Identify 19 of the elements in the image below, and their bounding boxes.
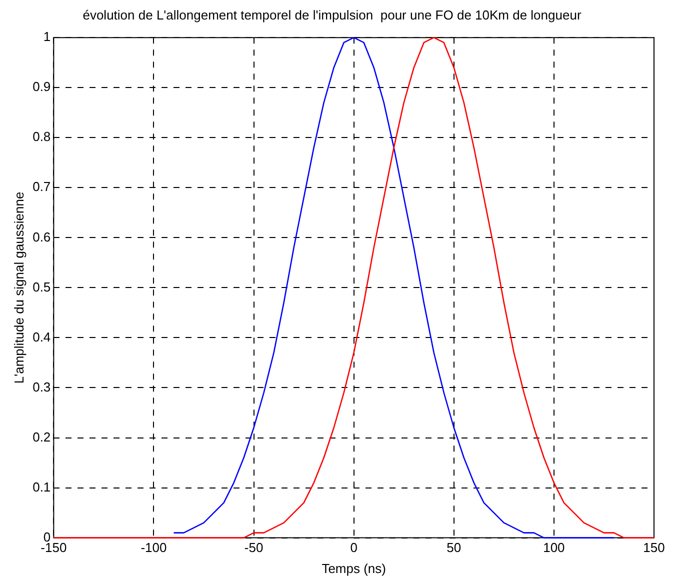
chart-title: évolution de L'allongement temporel de l'impulsion pour une FO de 10Km de longueur — [82, 7, 582, 22]
y-tick-label: 0.7 — [32, 179, 51, 194]
y-tick-label: 0.4 — [32, 329, 51, 344]
y-axis-title: L'amplitude du signal gaussienne — [11, 192, 26, 384]
x-tick-label: -50 — [244, 540, 264, 556]
x-tick-label: 150 — [643, 540, 665, 556]
x-tick-label: 50 — [446, 540, 462, 556]
y-tick-label: 0.2 — [32, 429, 51, 444]
y-tick-label: 0.8 — [32, 129, 51, 144]
x-tick-label: 100 — [543, 540, 565, 556]
y-tick-label: 0.5 — [32, 279, 51, 294]
y-tick-label: 0.1 — [32, 479, 51, 494]
x-tick-label: -100 — [140, 540, 167, 556]
x-tick-label: 0 — [350, 540, 358, 556]
y-tick-label: 0.6 — [32, 229, 51, 244]
y-tick-label: 0.9 — [32, 79, 51, 94]
x-axis-title: Temps (ns) — [322, 560, 386, 576]
y-tick-label: 1 — [43, 29, 51, 44]
y-tick-label: 0.3 — [32, 379, 51, 394]
